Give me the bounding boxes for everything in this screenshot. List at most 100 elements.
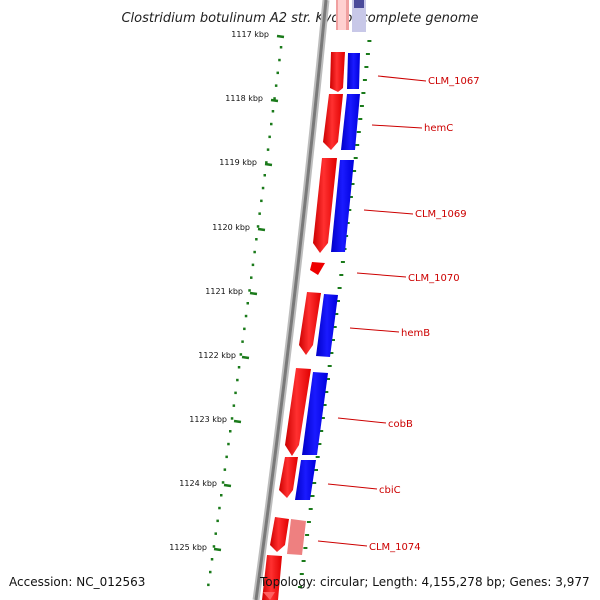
tick-dot	[232, 404, 236, 407]
translation-hemb[interactable]	[316, 294, 338, 357]
outer-tick-dot	[356, 131, 361, 133]
tick-dot	[210, 558, 214, 561]
outer-tick-dot	[312, 482, 317, 484]
tick-dot	[263, 174, 266, 177]
outer-tick-dot	[347, 209, 352, 211]
tick-dot	[256, 225, 260, 228]
tick-dot	[227, 442, 230, 446]
tick-dot	[274, 84, 278, 87]
tick-label-1120: 1120 kbp	[212, 223, 250, 232]
tick-dot	[279, 46, 283, 49]
gene-labels: CLM_1067 hemC CLM_1069 CLM_1070 hemB cob…	[317, 75, 480, 553]
translation-hemc[interactable]	[341, 94, 360, 150]
kbp-axis: 1117 kbp 1118 kbp 1119 kbp 1120 kbp 1121…	[169, 30, 285, 552]
tick-dot	[243, 327, 246, 331]
gene-label-hemb[interactable]: hemB	[401, 328, 430, 339]
translation-cbic[interactable]	[295, 460, 316, 500]
tick-1119	[264, 162, 273, 167]
cds-clm-1074[interactable]	[270, 517, 289, 552]
tick-label-1124: 1124 kbp	[179, 479, 217, 488]
outer-tick-dot	[298, 586, 302, 588]
tick-1122	[241, 355, 250, 360]
outer-tick-dot	[319, 430, 324, 432]
tick-dot	[250, 276, 253, 279]
outer-tick-dot	[310, 495, 315, 497]
outer-tick-dot	[339, 274, 344, 276]
outer-tick-dot	[322, 404, 327, 406]
tick-dot	[218, 506, 221, 510]
cds-clm-1067[interactable]	[330, 52, 345, 92]
tick-dot	[241, 340, 244, 343]
cds-hemb[interactable]	[299, 292, 321, 355]
cds-hemc[interactable]	[323, 94, 343, 150]
translation-track	[295, 53, 360, 500]
gene-label-cobb[interactable]: cobB	[388, 419, 413, 430]
tick-label-1122: 1122 kbp	[198, 351, 236, 360]
tick-dot	[225, 455, 228, 459]
outer-tick-dot	[334, 313, 339, 315]
tick-dot	[207, 583, 210, 587]
gene-label-clm-1074[interactable]: CLM_1074	[369, 542, 421, 553]
tick-dot	[251, 263, 255, 267]
cds-bottom-partial[interactable]	[262, 555, 282, 600]
tick-dot	[212, 545, 216, 548]
cds-clm-1074-pseudo[interactable]	[287, 519, 306, 555]
outer-tick-dot	[337, 287, 342, 289]
tick-1123	[233, 419, 242, 424]
translation-cobb[interactable]	[302, 372, 328, 455]
tick-dot	[220, 494, 223, 497]
outer-tick-dot	[320, 417, 325, 419]
cds-cobb[interactable]	[285, 368, 311, 456]
outer-tick-dot	[326, 378, 330, 380]
gene-label-clm-1070[interactable]: CLM_1070	[408, 273, 460, 284]
gene-label-hemc[interactable]: hemC	[424, 123, 453, 134]
tick-1117	[276, 34, 285, 39]
outer-tick-dot	[303, 547, 308, 549]
tick-label-1123: 1123 kbp	[189, 415, 227, 424]
gene-label-cbic[interactable]: cbiC	[379, 485, 401, 496]
kbp-tick-dots	[207, 46, 283, 587]
outer-tick-dot	[305, 534, 310, 536]
tick-dot	[237, 366, 241, 369]
outer-tick-dot	[361, 92, 366, 94]
tick-1121	[249, 291, 258, 296]
gene-label-clm-1067[interactable]: CLM_1067	[428, 76, 480, 87]
cds-bottom-marker	[263, 592, 275, 600]
outer-tick-dot	[329, 352, 334, 354]
tick-dot	[234, 391, 237, 395]
tick-dot	[209, 570, 212, 574]
outer-tick-dot	[317, 443, 322, 445]
tick-dot	[244, 314, 248, 318]
outer-tick-dot	[336, 300, 340, 302]
tick-dot	[266, 148, 270, 151]
translation-clm-1067[interactable]	[347, 53, 360, 89]
outer-tick-dot	[362, 79, 367, 81]
tick-1118	[270, 98, 279, 103]
outer-tick-dot	[314, 469, 318, 471]
cds-cbic[interactable]	[279, 457, 298, 498]
gene-label-clm-1069[interactable]: CLM_1069	[415, 209, 467, 220]
outer-tick-dot	[340, 261, 345, 263]
outer-tick-dot	[315, 456, 320, 458]
tick-dot	[276, 71, 279, 75]
outer-tick-dot	[348, 196, 353, 198]
tick-dot	[255, 238, 258, 241]
tick-dot	[214, 532, 217, 535]
tick-dot	[271, 110, 275, 113]
outer-tick-dot	[350, 183, 355, 185]
cds-track	[262, 52, 345, 600]
cds-clm-1070[interactable]	[310, 262, 325, 275]
outer-tick-dot	[301, 560, 306, 562]
tick-1124	[223, 483, 232, 488]
outer-tick-dot	[359, 105, 364, 107]
tick-dot	[221, 481, 225, 484]
tick-dot	[230, 417, 234, 420]
translation-clm-1069[interactable]	[331, 160, 354, 252]
cds-clm-1069[interactable]	[313, 158, 337, 253]
outer-tick-dot	[299, 573, 304, 575]
tick-dot	[260, 199, 263, 203]
outer-tick-dot	[358, 118, 363, 120]
map-title: Clostridium botulinum A2 str. Kyoto, com…	[121, 11, 478, 26]
tick-dot	[265, 161, 268, 164]
